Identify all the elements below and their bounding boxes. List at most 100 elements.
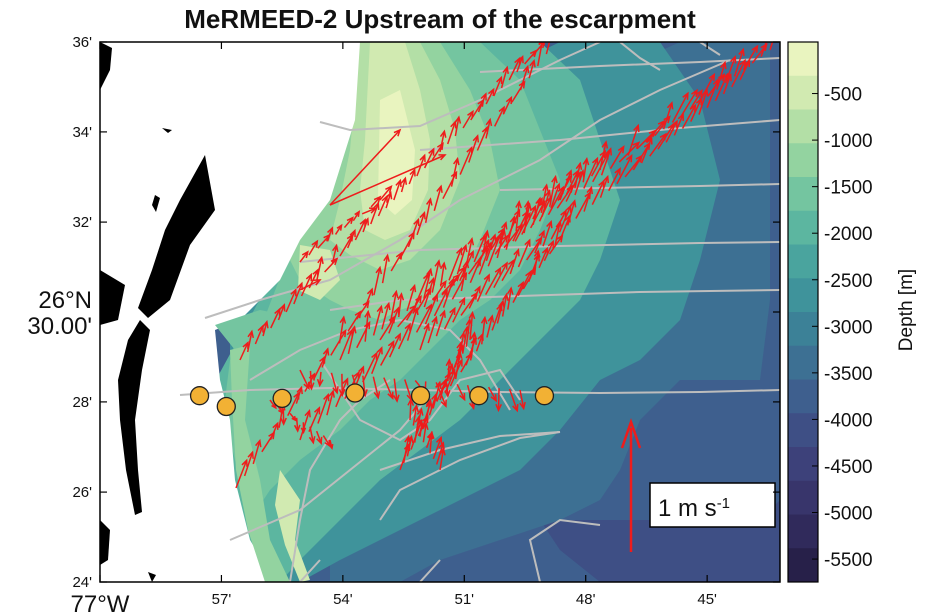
velocity-arrow bbox=[316, 371, 324, 388]
velocity-arrow bbox=[370, 201, 380, 225]
velocity-arrow bbox=[315, 430, 323, 445]
velocity-arrow bbox=[347, 310, 362, 332]
velocity-arrow bbox=[423, 267, 433, 299]
velocity-arrow bbox=[500, 65, 509, 89]
velocity-arrow bbox=[347, 325, 357, 355]
velocity-arrow bbox=[393, 178, 402, 201]
island-west bbox=[100, 270, 125, 325]
velocity-arrow bbox=[416, 210, 426, 236]
island-sw bbox=[100, 520, 110, 565]
velocity-arrow bbox=[431, 259, 442, 293]
velocity-arrow bbox=[459, 250, 474, 281]
x-tick-label: 51' bbox=[455, 591, 475, 608]
track-line bbox=[528, 518, 601, 582]
velocity-arrow bbox=[627, 123, 640, 156]
velocity-arrow bbox=[389, 289, 399, 324]
velocity-arrow bbox=[534, 229, 545, 254]
velocity-arrow bbox=[530, 200, 546, 229]
scale-label-box bbox=[649, 482, 776, 528]
track-line bbox=[419, 119, 780, 151]
colorbar-band bbox=[788, 480, 818, 515]
velocity-arrow bbox=[352, 210, 361, 222]
velocity-arrow bbox=[480, 315, 488, 345]
velocity-arrow bbox=[381, 301, 391, 330]
velocity-arrow bbox=[600, 147, 612, 176]
shelf-fringe-2 bbox=[230, 345, 290, 582]
colorbar-band bbox=[788, 210, 818, 245]
mooring-marker bbox=[216, 396, 236, 417]
velocity-arrow bbox=[293, 417, 301, 433]
velocity-arrow bbox=[372, 376, 381, 400]
velocity-arrow bbox=[370, 195, 382, 208]
islet-2 bbox=[152, 195, 160, 212]
scale-label: 1 m s-1 bbox=[658, 495, 730, 523]
velocity-arrow bbox=[533, 249, 541, 275]
velocity-arrow bbox=[538, 195, 552, 222]
velocity-arrow bbox=[582, 156, 590, 183]
velocity-arrow bbox=[412, 403, 419, 426]
shelf-fringe bbox=[215, 305, 330, 350]
velocity-arrow bbox=[476, 238, 490, 268]
velocity-arrow bbox=[427, 430, 435, 454]
velocity-arrow bbox=[681, 103, 697, 129]
colorbar-tick-label: -2000 bbox=[824, 224, 873, 245]
velocity-arrow bbox=[485, 87, 495, 105]
velocity-arrow bbox=[574, 169, 585, 196]
velocity-arrow bbox=[435, 309, 446, 337]
velocity-arrow bbox=[423, 277, 435, 308]
mooring-marker bbox=[345, 383, 365, 403]
velocity-arrow bbox=[432, 280, 447, 301]
colorbar-tick-label: -4000 bbox=[824, 410, 873, 431]
velocity-arrow bbox=[423, 147, 435, 169]
velocity-arrow bbox=[424, 197, 433, 223]
colorbar-band bbox=[788, 548, 818, 583]
velocity-arrow bbox=[373, 265, 383, 296]
mooring-marker bbox=[410, 386, 431, 406]
velocity-arrow bbox=[330, 372, 339, 395]
velocity-arrow bbox=[506, 286, 514, 310]
y-tick-label: 36' bbox=[72, 34, 92, 51]
velocity-arrow bbox=[528, 58, 536, 79]
y-tick-label: 32' bbox=[72, 214, 92, 231]
velocity-arrow bbox=[550, 182, 561, 209]
velocity-arrow bbox=[372, 304, 384, 336]
colorbar-band bbox=[788, 42, 818, 77]
velocity-arrow bbox=[362, 351, 378, 383]
velocity-arrow bbox=[435, 382, 447, 408]
depth-band-4500 bbox=[540, 42, 780, 582]
velocity-arrow bbox=[494, 234, 509, 255]
velocity-arrow bbox=[555, 42, 556, 43]
colorbar-band bbox=[788, 244, 818, 279]
colorbar-tick-label: -1000 bbox=[824, 131, 873, 152]
colorbar-tick-label: -2500 bbox=[824, 271, 873, 292]
velocity-arrow bbox=[235, 458, 248, 489]
velocity-arrow bbox=[397, 322, 411, 350]
velocity-arrow bbox=[519, 389, 526, 411]
velocity-arrow bbox=[392, 378, 400, 403]
colorbar-band bbox=[788, 177, 818, 212]
colorbar-label: Depth [m] bbox=[896, 269, 917, 351]
velocity-arrow bbox=[456, 243, 468, 275]
y-tick-label: 26' bbox=[72, 484, 92, 501]
track-line bbox=[319, 359, 521, 442]
velocity-arrow bbox=[433, 184, 443, 211]
colorbar-tick-label: -5500 bbox=[824, 550, 873, 571]
velocity-arrow bbox=[542, 219, 553, 247]
velocity-arrow bbox=[540, 183, 549, 214]
track-line bbox=[619, 42, 661, 71]
velocity-arrow bbox=[609, 145, 625, 170]
velocity-arrow bbox=[445, 358, 453, 382]
velocity-arrow bbox=[508, 388, 519, 413]
velocity-arrow bbox=[456, 383, 466, 402]
velocity-arrow bbox=[407, 217, 420, 248]
velocity-arrow bbox=[299, 279, 322, 291]
velocity-arrow bbox=[760, 42, 768, 57]
velocity-arrow bbox=[462, 109, 474, 129]
colorbar-band bbox=[788, 278, 818, 313]
velocity-arrow bbox=[454, 115, 462, 137]
velocity-arrow bbox=[328, 439, 334, 451]
x-tick-label: 48' bbox=[576, 591, 596, 608]
velocity-arrow bbox=[450, 156, 460, 187]
velocity-arrow bbox=[285, 288, 297, 313]
